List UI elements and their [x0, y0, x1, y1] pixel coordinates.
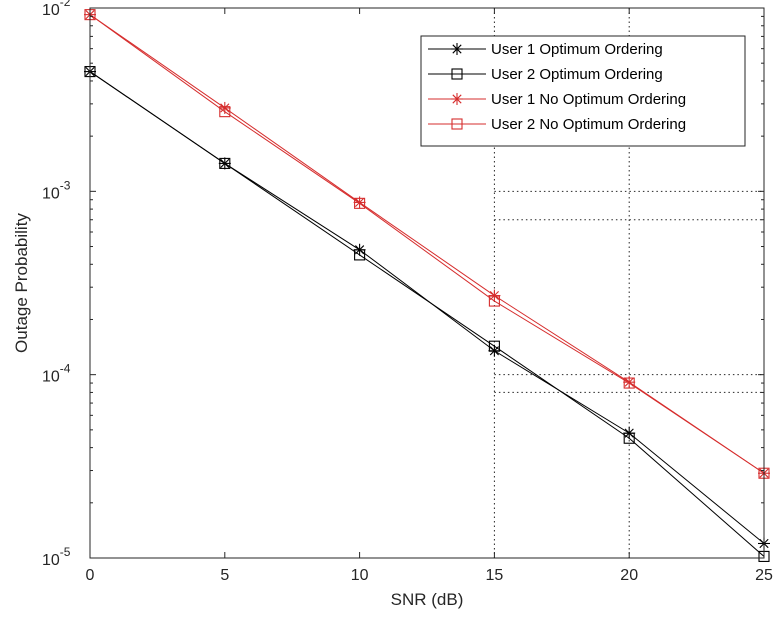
x-tick-label: 0	[86, 567, 95, 584]
y-tick-label: 10-4	[42, 362, 71, 386]
legend-item: User 2 No Optimum Ordering	[428, 116, 686, 133]
legend-marker	[451, 43, 463, 55]
series-line	[89, 14, 765, 474]
data-point	[354, 249, 366, 261]
legend-label: User 1 No Optimum Ordering	[491, 91, 686, 108]
legend-item: User 2 Optimum Ordering	[428, 66, 663, 83]
ticks: 0 5 10 15 20 25 10-5 10-4 10-3 10-2	[42, 0, 773, 584]
legend-label: User 1 Optimum Ordering	[491, 41, 663, 58]
legend-label: User 2 Optimum Ordering	[491, 66, 663, 83]
legend-marker	[451, 68, 463, 80]
data-point	[623, 432, 635, 444]
legend-marker	[451, 118, 463, 130]
y-tick-label: 10-2	[42, 0, 71, 19]
x-tick-label: 5	[220, 567, 229, 584]
data-point	[488, 295, 500, 307]
legend-label: User 2 No Optimum Ordering	[491, 116, 686, 133]
x-tick-label: 15	[486, 567, 504, 584]
legend-box	[420, 35, 746, 147]
data-point	[354, 197, 366, 209]
legend-item: User 1 Optimum Ordering	[428, 41, 663, 58]
x-tick-label: 20	[620, 567, 638, 584]
data-point	[488, 340, 500, 352]
series-line	[89, 14, 765, 474]
legend-item: User 1 No Optimum Ordering	[428, 91, 686, 108]
data-point	[219, 106, 231, 118]
data-point	[623, 377, 635, 389]
y-axis-label: Outage Probability	[12, 213, 31, 353]
legend-marker	[451, 93, 463, 105]
y-tick-label: 10-3	[42, 178, 71, 202]
legend: User 1 Optimum Ordering User 2 Optimum Or…	[420, 35, 746, 147]
plot-frame	[89, 7, 765, 559]
y-tick-label: 10-5	[42, 545, 71, 569]
grid	[493, 8, 764, 558]
data-point	[219, 157, 231, 169]
x-axis-label: SNR (dB)	[391, 590, 464, 609]
x-tick-label: 25	[755, 567, 773, 584]
x-tick-label: 10	[351, 567, 369, 584]
series-line	[89, 71, 765, 557]
